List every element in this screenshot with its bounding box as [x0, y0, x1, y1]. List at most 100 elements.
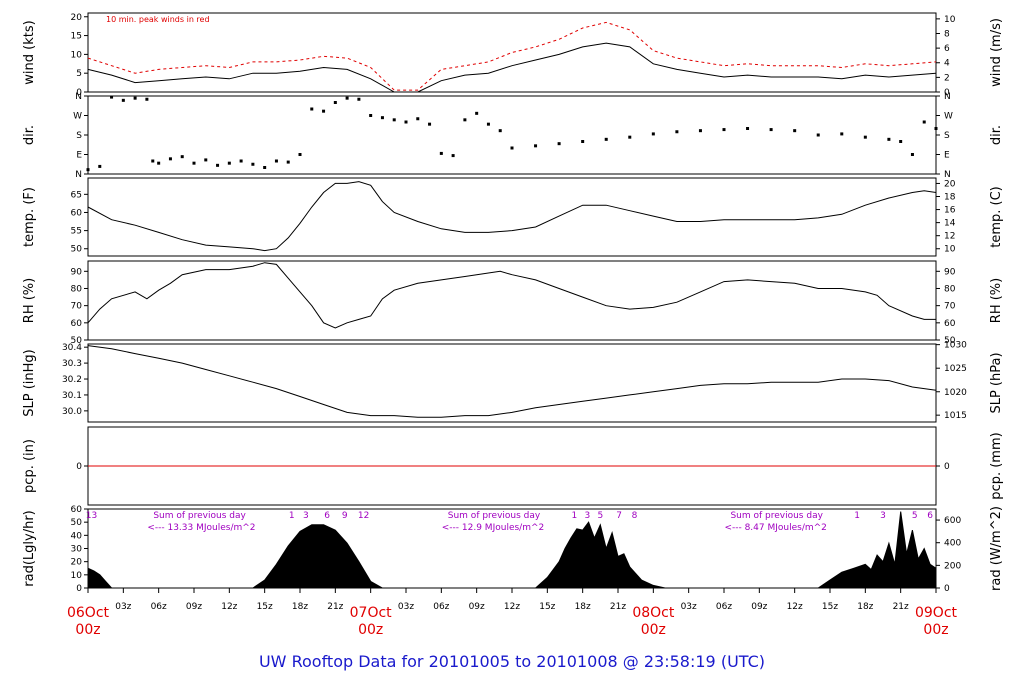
rad-hour-mark: 3: [303, 511, 309, 521]
rad-hour-mark: 1: [854, 511, 860, 521]
dir-point: [840, 132, 844, 136]
hour-label: 18z: [857, 602, 873, 612]
dir-left-tick-label: E: [76, 151, 82, 161]
rh-left-tick-label: 90: [71, 267, 83, 277]
dir-point: [416, 117, 420, 121]
slp-left-label: SLP (inHg): [22, 349, 37, 417]
wind-right-tick-label: 10: [944, 15, 956, 25]
dir-left-tick-label: N: [75, 92, 82, 102]
dir-point: [369, 114, 373, 117]
rad-hour-mark: 7: [616, 511, 622, 521]
rad-right-tick-label: 0: [944, 584, 950, 594]
dir-point: [239, 159, 243, 163]
wind-left-tick-label: 15: [71, 32, 82, 42]
day-sub-label: 00z: [923, 622, 948, 638]
day-label: 07Oct: [350, 605, 393, 621]
pcp-right-label: pcp. (mm): [989, 432, 1004, 499]
day-sub-label: 00z: [358, 622, 383, 638]
rh-left-tick-label: 70: [71, 302, 83, 312]
dir-frame: [87, 95, 937, 175]
wind-left-tick-label: 20: [71, 13, 83, 23]
footer-title: UW Rooftop Data for 20101005 to 20101008…: [259, 652, 765, 671]
rad-annotation: Sum of previous day: [448, 511, 541, 521]
dir-point: [251, 162, 255, 166]
dir-point: [534, 144, 538, 148]
rad-hour-mark: 5: [912, 511, 918, 521]
day-sub-label: 00z: [641, 622, 666, 638]
hour-label: 03z: [681, 602, 697, 612]
dir-point: [863, 135, 867, 139]
hour-label: 06z: [716, 602, 732, 612]
dir-right-tick-label: N: [944, 92, 951, 102]
dir-point: [451, 154, 455, 158]
hour-label: 12z: [787, 602, 803, 612]
dir-point: [486, 122, 490, 126]
dir-point: [722, 128, 726, 132]
dir-point: [98, 164, 102, 168]
day-label: 09Oct: [915, 605, 958, 621]
dir-point: [746, 127, 750, 130]
rh-right-tick-label: 60: [944, 319, 956, 329]
pcp-panel: pcp. (in) pcp. (mm) 0 0: [22, 426, 1004, 506]
wind-left-label: wind (kts): [22, 20, 37, 84]
dir-point: [333, 101, 337, 104]
rad-hour-mark: 1: [289, 511, 295, 521]
dir-right-tick-label: S: [944, 131, 950, 141]
hour-label: 15z: [257, 602, 273, 612]
wind-left-tick-label: 5: [76, 69, 82, 79]
hour-label: 21z: [893, 602, 909, 612]
temp-panel: temp. (F) temp. (C) 50 55 60 65 10 12 14 16 18 20: [22, 177, 1004, 257]
wind-right-tick-label: 8: [944, 29, 950, 39]
dir-point: [310, 107, 314, 111]
wind-right-tick-label: 2: [944, 73, 950, 83]
temp-left-tick-label: 60: [71, 208, 83, 218]
dir-point: [604, 137, 608, 141]
dir-point: [204, 158, 208, 162]
rh-left-tick-label: 60: [71, 319, 83, 329]
slp-left-tick-label: 30.1: [62, 391, 82, 401]
temp-right-tick-label: 20: [944, 179, 956, 189]
dir-point: [121, 98, 125, 102]
temp-left-tick-label: 50: [71, 245, 83, 255]
wind-right-tick-label: 4: [944, 59, 950, 69]
dir-point: [274, 159, 278, 163]
day-label: 08Oct: [632, 605, 675, 621]
temp-line: [87, 181, 937, 252]
dir-point: [151, 159, 155, 163]
rad-hour-mark: 13: [86, 511, 97, 521]
rad-left-tick-label: 0: [76, 584, 82, 594]
temp-left-label: temp. (F): [22, 187, 37, 247]
dir-point: [192, 161, 196, 165]
wind-panel: wind (kts) wind (m/s) 0 5 10 15 20 0 2 4 6 8 10 10 mi…: [22, 12, 1004, 98]
dir-point: [769, 128, 773, 132]
wind-left-tick-label: 10: [71, 50, 83, 60]
rad-left-tick-label: 50: [71, 518, 83, 528]
dir-point: [145, 97, 149, 101]
dir-left-tick-label: W: [73, 112, 82, 122]
rad-hour-mark: 12: [358, 511, 369, 521]
temp-right-tick-label: 14: [944, 219, 956, 229]
wind-frame: [87, 12, 937, 93]
hour-label: 21z: [327, 602, 343, 612]
temp-right-tick-label: 18: [944, 193, 956, 203]
temp-right-tick-label: 10: [944, 245, 956, 255]
rad-right-tick-label: 600: [944, 516, 961, 526]
wind-right-label: wind (m/s): [989, 18, 1004, 87]
rad-hour-mark: 6: [324, 511, 330, 521]
hour-label: 15z: [539, 602, 555, 612]
dir-point: [180, 155, 184, 159]
dir-point: [934, 127, 938, 130]
pcp-right-tick-label: 0: [944, 462, 950, 472]
rh-right-tick-label: 50: [944, 336, 956, 346]
temp-frame: [87, 177, 937, 257]
dir-point: [463, 118, 467, 122]
temp-right-label: temp. (C): [989, 186, 1004, 248]
hour-label: 15z: [822, 602, 838, 612]
dir-point: [793, 129, 797, 133]
dir-point: [428, 122, 432, 126]
rad-left-label: rad(Lgly/hr): [22, 510, 37, 586]
hour-label: 09z: [751, 602, 767, 612]
slp-right-tick-label: 1020: [944, 388, 967, 398]
slp-right-tick-label: 1015: [944, 411, 967, 421]
